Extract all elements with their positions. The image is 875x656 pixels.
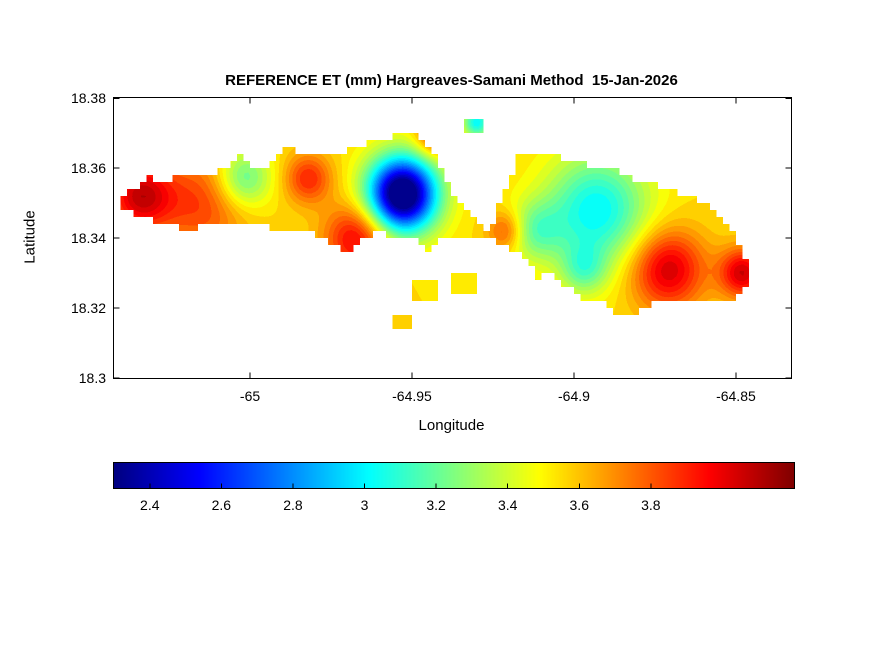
colorbar-tick-label: 2.8 bbox=[283, 497, 303, 513]
y-tick-label: 18.36 bbox=[70, 160, 106, 176]
y-tick-label: 18.3 bbox=[78, 370, 106, 386]
plot-area bbox=[113, 97, 792, 379]
colorbar-tick-label: 2.6 bbox=[211, 497, 232, 513]
y-tick-label: 18.38 bbox=[70, 90, 106, 106]
x-tick-label: -64.95 bbox=[392, 388, 432, 404]
y-tick-label: 18.32 bbox=[70, 300, 106, 316]
colorbar-tick-label: 3.6 bbox=[569, 497, 589, 513]
colorbar-tick-label: 3.8 bbox=[641, 497, 661, 513]
colorbar-tick-label: 3 bbox=[360, 497, 369, 513]
colorbar-tick-label: 3.2 bbox=[426, 497, 446, 513]
et-contour-map-canvas bbox=[114, 98, 791, 378]
colorbar-tick-label: 2.4 bbox=[140, 497, 160, 513]
colorbar bbox=[113, 462, 795, 489]
x-tick-label: -64.9 bbox=[558, 388, 590, 404]
y-tick-label: 18.34 bbox=[70, 230, 106, 246]
x-tick-label: -65 bbox=[239, 388, 261, 404]
x-axis-label: Longitude bbox=[418, 417, 485, 434]
colorbar-tick-label: 3.4 bbox=[497, 497, 518, 513]
x-tick-label: -64.85 bbox=[716, 388, 756, 404]
colorbar-canvas bbox=[114, 463, 794, 488]
chart-title: REFERENCE ET (mm) Hargreaves-Samani Meth… bbox=[225, 72, 678, 89]
y-axis-label: Latitude bbox=[21, 210, 39, 264]
